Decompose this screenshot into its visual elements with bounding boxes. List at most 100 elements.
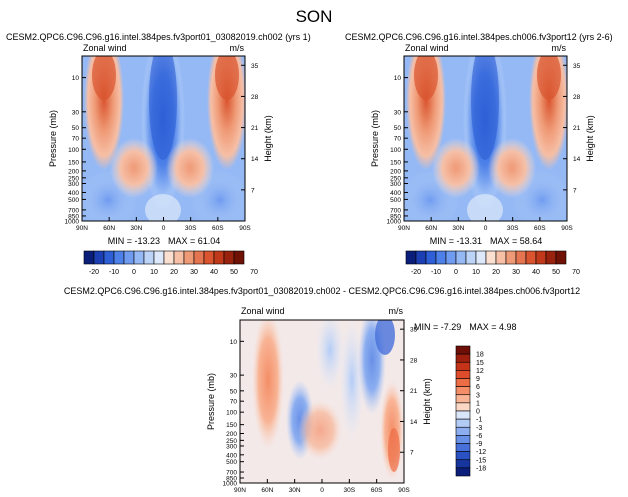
panel-1-colorbar: -20 -10 0 10 20 30 40 50 70 [83, 250, 258, 276]
colorbar-label: 50 [552, 269, 560, 276]
colorbar-label: -3 [476, 425, 482, 432]
colorbar-swatch [455, 345, 471, 355]
pressure-tick-label: 150 [226, 422, 237, 429]
colorbar-swatch [93, 250, 105, 265]
pressure-tick-label: 50 [394, 125, 402, 132]
colorbar-swatch [455, 410, 471, 420]
height-tick-label: 28 [410, 357, 418, 364]
height-tick-label: 14 [410, 419, 418, 426]
pressure-tick-label: 30 [72, 109, 80, 116]
latitude-tick-label: 30S [185, 225, 197, 232]
pressure-axis-label: Pressure (mb) [48, 110, 58, 167]
colorbar-swatch [455, 443, 471, 452]
colorbar-swatch [143, 250, 155, 265]
pressure-tick-label: 1000 [65, 219, 80, 226]
panel-1-units-label: m/s [230, 43, 245, 53]
panel-2: CESM2.QPC6.C96.C96.g16.intel.384pes.ch00… [345, 32, 613, 276]
panel-3-axes: 1030507010015020025030040050070085010003… [206, 327, 432, 494]
colorbar-label: 40 [210, 269, 218, 276]
pressure-tick-label: 700 [390, 207, 401, 214]
colorbar-label: 15 [476, 360, 484, 367]
colorbar-swatch [455, 370, 471, 379]
panel-2-colorbar: -20 -10 0 10 20 30 40 50 70 [405, 250, 580, 276]
colorbar-swatch [455, 378, 471, 387]
pressure-tick-label: 700 [226, 470, 237, 477]
colorbar-swatch [435, 250, 447, 265]
latitude-tick-label: 0 [320, 487, 324, 494]
colorbar-swatch [223, 250, 235, 265]
colorbar-label: 50 [230, 269, 238, 276]
panel-2-units-label: m/s [552, 43, 567, 53]
height-tick-label: 35 [251, 63, 259, 70]
pressure-tick-label: 200 [68, 168, 79, 175]
panel-2-minmax: MIN = -13.31 MAX = 58.64 [430, 236, 543, 246]
colorbar-label: 0 [454, 269, 458, 276]
pressure-tick-label: 10 [230, 339, 238, 346]
latitude-tick-label: 60N [425, 225, 437, 232]
latitude-tick-label: 90S [561, 225, 573, 232]
latitude-tick-label: 90S [398, 487, 410, 494]
latitude-tick-label: 30S [507, 225, 519, 232]
latitude-tick-label: 0 [162, 225, 166, 232]
page-title: SON [296, 7, 333, 26]
height-tick-label: 35 [573, 63, 581, 70]
colorbar-label: -9 [476, 441, 482, 448]
height-tick-label: 28 [251, 94, 259, 101]
pressure-tick-label: 10 [394, 75, 402, 82]
colorbar-label: 30 [190, 269, 198, 276]
colorbar-swatch [153, 250, 165, 265]
pressure-tick-label: 1000 [387, 219, 402, 226]
colorbar-label: 0 [476, 409, 480, 416]
colorbar-label: -15 [476, 457, 486, 464]
colorbar-label: 0 [132, 269, 136, 276]
colorbar-label: 30 [512, 269, 520, 276]
colorbar-label: 40 [532, 269, 540, 276]
latitude-tick-label: 90S [239, 225, 251, 232]
colorbar-swatch [455, 361, 471, 371]
pressure-tick-label: 300 [68, 181, 79, 188]
latitude-tick-label: 30N [130, 225, 142, 232]
colorbar-swatch [475, 250, 487, 265]
height-tick-label: 21 [410, 388, 418, 395]
colorbar-label: 70 [250, 269, 258, 276]
colorbar-swatch [455, 467, 471, 477]
colorbar-label: -6 [476, 433, 482, 440]
panel-2-axes: 1030507010015020025030040050070085010003… [370, 63, 595, 232]
colorbar-swatch [515, 250, 527, 265]
colorbar-swatch [405, 250, 417, 265]
colorbar-swatch [213, 250, 225, 265]
colorbar-swatch [183, 250, 195, 265]
colorbar-swatch [455, 250, 467, 265]
colorbar-label: 20 [170, 269, 178, 276]
colorbar-label: 1 [476, 400, 480, 407]
colorbar-label: 10 [150, 269, 158, 276]
latitude-tick-label: 90N [76, 225, 88, 232]
colorbar-swatch [103, 250, 115, 265]
colorbar-label: 18 [476, 352, 484, 359]
pressure-tick-label: 850 [390, 213, 401, 220]
latitude-tick-label: 30S [344, 487, 356, 494]
panel-1-minmax: MIN = -13.23 MAX = 61.04 [108, 236, 221, 246]
pressure-tick-label: 100 [390, 147, 401, 154]
colorbar-label: -12 [476, 449, 486, 456]
colorbar-label: 20 [492, 269, 500, 276]
panel-3-minmax: MIN = -7.29 MAX = 4.98 [414, 322, 517, 332]
colorbar-swatch [233, 250, 245, 265]
colorbar-swatch [455, 418, 471, 428]
colorbar-label: -20 [411, 269, 421, 276]
colorbar-swatch [545, 250, 557, 265]
panel-1-axes: 1030507010015020025030040050070085010003… [48, 63, 273, 232]
pressure-tick-label: 250 [226, 438, 237, 445]
colorbar-swatch [415, 250, 427, 265]
pressure-tick-label: 500 [390, 197, 401, 204]
pressure-tick-label: 70 [72, 136, 80, 143]
height-tick-label: 21 [251, 125, 259, 132]
latitude-tick-label: 60N [261, 487, 273, 494]
colorbar-swatch [445, 250, 457, 265]
colorbar-label: -1 [476, 417, 482, 424]
colorbar-swatch [113, 250, 125, 265]
colorbar-swatch [193, 250, 205, 265]
colorbar-swatch [455, 435, 471, 444]
